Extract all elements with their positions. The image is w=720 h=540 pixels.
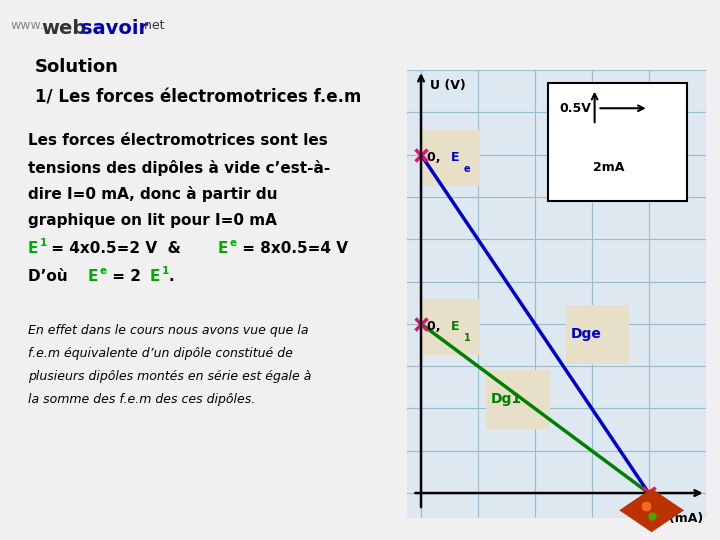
Text: 0.5V: 0.5V <box>559 102 591 115</box>
Text: 1/ Les forces électromotrices f.e.m: 1/ Les forces électromotrices f.e.m <box>35 88 361 106</box>
Text: graphique on lit pour I=0 mA: graphique on lit pour I=0 mA <box>28 213 277 227</box>
Text: = 4x0.5=2 V  &: = 4x0.5=2 V & <box>46 241 192 255</box>
FancyBboxPatch shape <box>548 83 687 201</box>
Text: 0,: 0, <box>427 151 444 164</box>
Text: E: E <box>150 269 161 284</box>
Text: En effet dans le cours nous avons vue que la: En effet dans le cours nous avons vue qu… <box>28 324 308 337</box>
Text: plusieurs dipôles montés en série est égale à: plusieurs dipôles montés en série est ég… <box>28 370 311 383</box>
Text: E: E <box>451 320 459 333</box>
Text: = 2: = 2 <box>107 269 146 284</box>
Text: Dg1: Dg1 <box>491 392 522 406</box>
Text: Dge: Dge <box>570 327 601 341</box>
Text: Solution: Solution <box>35 58 119 76</box>
Text: f.e.m équivalente d’un dipôle constitué de: f.e.m équivalente d’un dipôle constitué … <box>28 347 293 360</box>
Text: tensions des dipôles à vide c’est-à-: tensions des dipôles à vide c’est-à- <box>28 160 330 177</box>
Text: savoir: savoir <box>81 19 148 38</box>
Text: E: E <box>451 151 459 164</box>
Text: 1: 1 <box>40 238 48 248</box>
Text: web: web <box>42 19 87 38</box>
Text: U (V): U (V) <box>430 79 465 92</box>
FancyBboxPatch shape <box>422 130 480 186</box>
Text: 1: 1 <box>162 266 169 276</box>
Text: dire I=0 mA, donc à partir du: dire I=0 mA, donc à partir du <box>28 186 277 202</box>
FancyBboxPatch shape <box>486 370 549 429</box>
FancyBboxPatch shape <box>422 299 480 355</box>
Text: la somme des f.e.m des ces dipôles.: la somme des f.e.m des ces dipôles. <box>28 393 256 407</box>
Text: I (mA): I (mA) <box>660 511 703 525</box>
Text: www.: www. <box>11 19 45 32</box>
Text: D’où: D’où <box>28 269 73 284</box>
Text: Les forces électromotrices sont les: Les forces électromotrices sont les <box>28 133 328 148</box>
Text: E: E <box>88 269 99 284</box>
Text: e: e <box>464 164 470 174</box>
Polygon shape <box>619 488 684 532</box>
Text: = 8x0.5=4 V: = 8x0.5=4 V <box>237 241 348 255</box>
Text: E: E <box>218 241 228 255</box>
Text: 1: 1 <box>464 333 470 343</box>
Text: e: e <box>230 238 237 248</box>
Text: 2mA: 2mA <box>593 161 624 174</box>
Text: e: e <box>100 266 107 276</box>
FancyBboxPatch shape <box>566 305 629 363</box>
Text: .net: .net <box>141 19 166 32</box>
Text: .: . <box>168 269 174 284</box>
Text: E: E <box>28 241 38 255</box>
Text: 0,: 0, <box>427 320 444 333</box>
